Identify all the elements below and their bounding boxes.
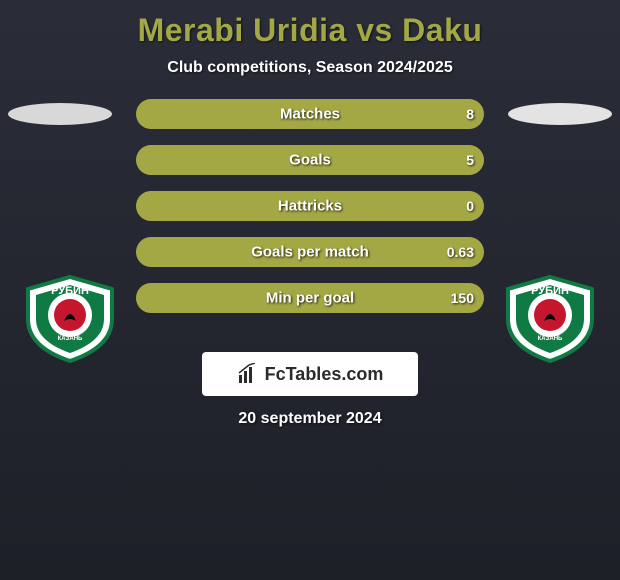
bar-fill-left xyxy=(136,191,157,221)
stat-row: 0.63 Goals per match xyxy=(136,237,484,267)
subtitle: Club competitions, Season 2024/2025 xyxy=(0,59,620,77)
svg-text:РУБИН: РУБИН xyxy=(531,285,569,297)
stat-value-right: 0 xyxy=(466,198,474,214)
bar-fill-left xyxy=(136,283,157,313)
brand-name: FcTables.com xyxy=(265,364,384,385)
date-label: 20 september 2024 xyxy=(238,410,381,428)
chart-icon xyxy=(237,363,259,385)
stat-row: 5 Goals xyxy=(136,145,484,175)
stat-row: 150 Min per goal xyxy=(136,283,484,313)
team-crest-right: РУБИН КАЗАНЬ xyxy=(500,273,600,363)
page-title: Merabi Uridia vs Daku xyxy=(0,0,620,49)
stat-label: Matches xyxy=(280,106,340,123)
oval-right xyxy=(508,103,612,125)
crest-name: РУБИН xyxy=(51,285,89,297)
team-crest-left: РУБИН КАЗАНЬ xyxy=(20,273,120,363)
stat-row: 8 Matches xyxy=(136,99,484,129)
stat-label: Goals xyxy=(289,152,331,169)
stat-value-right: 150 xyxy=(451,290,474,306)
stat-value-right: 5 xyxy=(466,152,474,168)
svg-text:КАЗАНЬ: КАЗАНЬ xyxy=(538,336,563,342)
stat-label: Min per goal xyxy=(266,290,354,307)
bar-fill-left xyxy=(136,99,157,129)
stat-value-right: 8 xyxy=(466,106,474,122)
stat-value-right: 0.63 xyxy=(447,244,474,260)
oval-left xyxy=(8,103,112,125)
bar-fill-left xyxy=(136,237,157,267)
comparison-stage: 8 Matches 5 Goals 0 Hattricks 0.63 Goals per ma… xyxy=(0,99,620,359)
bar-fill-left xyxy=(136,145,157,175)
svg-text:КАЗАНЬ: КАЗАНЬ xyxy=(58,336,83,342)
stat-label: Hattricks xyxy=(278,198,342,215)
bars-container: 8 Matches 5 Goals 0 Hattricks 0.63 Goals per ma… xyxy=(136,99,484,329)
stat-label: Goals per match xyxy=(251,244,369,261)
stat-row: 0 Hattricks xyxy=(136,191,484,221)
brand-logo-box: FcTables.com xyxy=(202,352,418,396)
